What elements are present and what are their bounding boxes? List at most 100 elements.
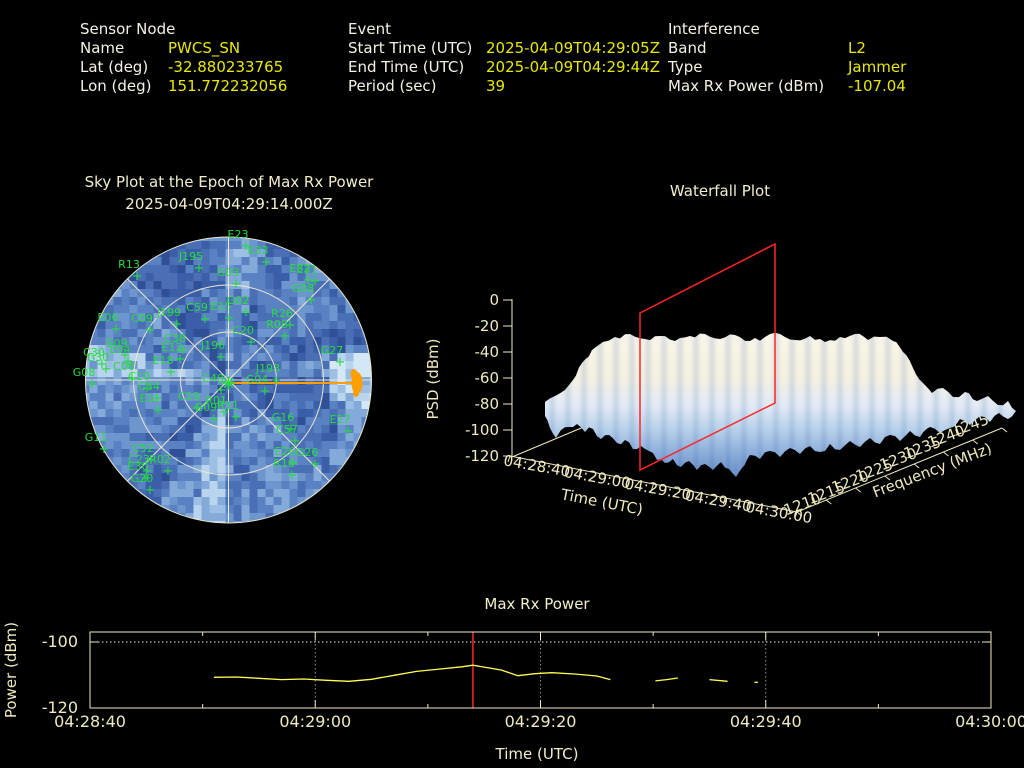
satellite: C59+ (186, 301, 210, 327)
satellite: J195+ (178, 250, 205, 276)
satellite: E11+ (140, 392, 164, 418)
power-series-segment (709, 678, 728, 682)
satellite-marker: + (97, 357, 108, 372)
x-tick-label: 04:28:40 (54, 712, 126, 731)
skyplot-title-block: Sky Plot at the Epoch of Max Rx Power 20… (48, 171, 410, 215)
satellite: E12+ (162, 341, 186, 367)
satellite-marker: + (241, 305, 252, 320)
satellite-label: E33 (248, 244, 269, 257)
satellite-label: J196 (200, 339, 225, 352)
sky-plot: E23+E33+J195+R13+ G03+E32+E31+G08+R26+R08… (73, 228, 372, 524)
satellite-marker: + (285, 318, 296, 333)
satellite-marker: + (163, 464, 174, 479)
satellite-marker: + (153, 403, 164, 418)
psd-axis: 0 -20 -40 -60 -80 -100 -120 PSD (dBm) (424, 291, 513, 465)
frequency-axis-line (796, 427, 1003, 513)
satellite: G30+ (87, 351, 112, 377)
psd-tick-label: 0 (489, 291, 499, 309)
frequency-tick (796, 511, 803, 517)
time-tick (722, 497, 726, 505)
sensor-lat-value: -32.880233765 (168, 58, 284, 76)
event-start-value: 2025-04-09T04:29:05Z (486, 39, 660, 57)
satellite-marker: + (141, 471, 152, 486)
interference-type-label: Type (668, 58, 703, 76)
satellite-label: C23 (128, 453, 150, 466)
satellite-marker: + (175, 352, 186, 367)
satellite-marker: + (145, 483, 156, 498)
satellite-label: G04 (246, 373, 269, 386)
x-tick-label: 04:29:40 (730, 712, 802, 731)
satellite: R01+ (205, 394, 229, 420)
satellite: G04+ (246, 373, 271, 399)
jammer-bearing-marker (353, 389, 359, 397)
satellite: G08+ (292, 282, 317, 308)
sensor-node-section: Sensor Node Name PWCS_SN Lat (deg) -32.880… (80, 20, 287, 96)
satellite-marker: + (260, 384, 271, 399)
satellite-label: E11 (140, 392, 161, 405)
sensor-lat-row: Lat (deg) -32.880233765 (80, 58, 287, 77)
satellite-marker: + (241, 239, 252, 254)
satellite-label: G16 (272, 411, 295, 424)
satellite-label: E23 (228, 228, 249, 241)
satellite-label: J193 (255, 362, 280, 375)
event-end-value: 2025-04-09T04:29:44Z (486, 58, 660, 76)
time-tick (507, 455, 511, 463)
frequency-tick (972, 439, 979, 445)
power-series-segment (655, 677, 678, 682)
satellite-label: E04 (110, 343, 131, 356)
satellite-marker: + (101, 362, 112, 377)
jammer-bearing-marker (350, 369, 358, 379)
satellite-marker: + (142, 464, 153, 479)
satellite: R08+ (266, 318, 290, 344)
satellite: R13+ (118, 258, 142, 284)
satellite-label: R08 (266, 318, 288, 331)
frequency-tick (825, 499, 832, 505)
satellite-label: J195 (178, 250, 203, 263)
event-end-row: End Time (UTC) 2025-04-09T04:29:44Z (348, 58, 660, 77)
satellite: J196+ (200, 339, 227, 365)
time-tick-label: 04:29:40 (684, 486, 753, 515)
satellite-marker: + (261, 255, 272, 270)
satellite-marker: + (209, 412, 220, 427)
satellite-marker: + (99, 442, 110, 457)
satellite-layer: E23+E33+J195+R13+ G03+E32+E31+G08+R26+R08… (73, 228, 354, 498)
time-tick (651, 483, 654, 491)
satellite-label: C19 (178, 390, 200, 403)
satellite-marker: + (280, 329, 291, 344)
satellite-label: C30 (83, 346, 105, 359)
satellite-label: G09 (195, 401, 218, 414)
satellite-label: G26 (296, 446, 319, 459)
psd-tick-label: -40 (475, 343, 500, 361)
frequency-tick (855, 487, 861, 493)
event-title: Event (348, 20, 391, 38)
satellite: R11+ (217, 399, 241, 425)
satellite: G26+ (296, 446, 321, 472)
frequency-tick (884, 475, 891, 481)
interference-band-row: Band L2 (668, 39, 906, 58)
satellite-marker: + (194, 261, 205, 276)
satellite: E26+ (275, 445, 299, 471)
y-tick-label: -100 (42, 632, 78, 651)
satellite: G03+ (217, 266, 242, 292)
satellite-marker: + (335, 355, 346, 370)
satellite: E15+ (211, 300, 235, 326)
satellite-marker: + (310, 457, 321, 472)
satellite-marker: + (111, 322, 122, 337)
satellite-label: C10 (128, 370, 150, 383)
satellite-marker: + (145, 323, 156, 338)
satellite-label: R26 (271, 307, 293, 320)
satellite-label: E09 (107, 337, 128, 350)
satellite: C34+ (138, 380, 162, 406)
satellite-marker: + (152, 391, 163, 406)
epoch-plane-marker (639, 242, 776, 472)
sensor-lon-value: 151.772232056 (168, 77, 288, 95)
time-tick (579, 469, 583, 477)
satellite-marker: + (216, 350, 227, 365)
satellite: C19+ (178, 390, 202, 416)
satellite-marker: + (343, 424, 354, 439)
satellite-label: G11 (85, 431, 108, 444)
power-chart-title: Max Rx Power (484, 595, 590, 613)
satellite-marker: + (142, 381, 153, 396)
interference-band-value: L2 (848, 39, 866, 57)
